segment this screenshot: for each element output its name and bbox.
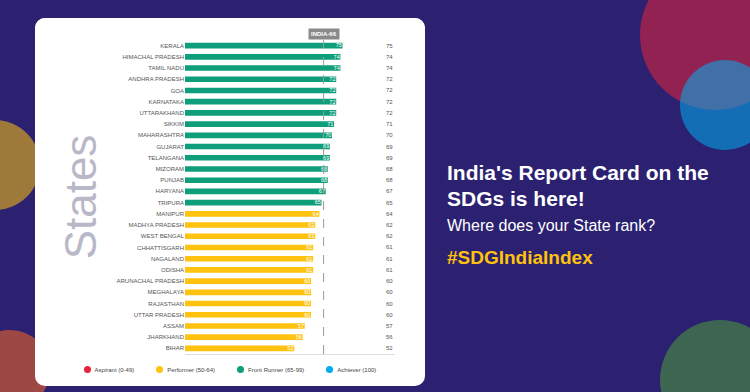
svg-text:60: 60 [386, 278, 393, 284]
svg-text:57: 57 [386, 323, 393, 329]
svg-text:INDIA-66: INDIA-66 [311, 31, 337, 37]
html-text:Where does your State rank?: Where does your State rank? [447, 216, 656, 234]
svg-text:52: 52 [386, 345, 393, 351]
svg-text:71: 71 [386, 121, 393, 127]
svg-text:69: 69 [323, 143, 329, 149]
svg-text:62: 62 [386, 222, 393, 228]
svg-text:65: 65 [315, 199, 321, 205]
svg-text:52: 52 [287, 345, 293, 351]
svg-text:60: 60 [386, 301, 393, 307]
svg-text:60: 60 [386, 312, 393, 318]
svg-text:56: 56 [296, 334, 302, 340]
html-text:Achiever (100): Achiever (100) [337, 366, 377, 373]
svg-text:67: 67 [386, 188, 393, 194]
svg-text:70: 70 [386, 132, 393, 138]
svg-text:RAJASTHAN: RAJASTHAN [148, 301, 184, 307]
svg-text:MEGHALAYA: MEGHALAYA [148, 289, 184, 295]
svg-text:61: 61 [386, 244, 393, 250]
html-text:Aspirant (0-49): Aspirant (0-49) [94, 366, 135, 373]
svg-text:69: 69 [386, 155, 393, 161]
html-text:Performer (50-64): Performer (50-64) [167, 366, 215, 373]
svg-text:BIHAR: BIHAR [166, 345, 185, 351]
svg-text:UTTARAKHAND: UTTARAKHAND [139, 110, 184, 116]
svg-text:72: 72 [329, 76, 335, 82]
svg-text:72: 72 [386, 76, 393, 82]
svg-text:GOA: GOA [171, 88, 184, 94]
svg-text:UTTAR PRADESH: UTTAR PRADESH [134, 312, 184, 318]
svg-text:MANIPUR: MANIPUR [156, 211, 184, 217]
svg-text:60: 60 [386, 289, 393, 295]
svg-text:68: 68 [386, 166, 393, 172]
svg-text:MIZORAM: MIZORAM [156, 166, 184, 172]
svg-text:62: 62 [386, 233, 393, 239]
svg-text:60: 60 [304, 289, 310, 295]
html-text:India's Report Card on the SDG: India's Report Card on the SDGs is here! [447, 161, 709, 211]
svg-text:72: 72 [386, 99, 393, 105]
html-text:#SDGIndiaIndex: #SDGIndiaIndex [447, 246, 593, 268]
svg-text:65: 65 [386, 200, 393, 206]
svg-text:69: 69 [323, 155, 329, 161]
svg-text:KERALA: KERALA [160, 43, 184, 49]
svg-text:HIMACHAL PRADESH: HIMACHAL PRADESH [123, 54, 184, 60]
svg-text:MADHYA PRADESH: MADHYA PRADESH [128, 222, 184, 228]
svg-text:75: 75 [386, 43, 393, 49]
svg-text:57: 57 [298, 323, 304, 329]
svg-text:67: 67 [319, 188, 325, 194]
svg-text:61: 61 [306, 256, 312, 262]
svg-text:KARNATAKA: KARNATAKA [149, 99, 184, 105]
svg-text:74: 74 [334, 65, 340, 71]
svg-text:TAMIL NADU: TAMIL NADU [148, 65, 184, 71]
svg-text:74: 74 [386, 54, 393, 60]
svg-text:56: 56 [386, 334, 393, 340]
svg-text:ODISHA: ODISHA [161, 267, 184, 273]
svg-text:62: 62 [308, 222, 314, 228]
svg-text:64: 64 [313, 211, 319, 217]
svg-text:PUNJAB: PUNJAB [160, 177, 184, 183]
svg-text:68: 68 [321, 177, 327, 183]
svg-text:60: 60 [304, 278, 310, 284]
svg-text:WEST BENGAL: WEST BENGAL [141, 233, 185, 239]
svg-text:72: 72 [329, 87, 335, 93]
svg-text:TRIPURA: TRIPURA [158, 200, 184, 206]
svg-text:61: 61 [386, 256, 393, 262]
svg-text:69: 69 [386, 144, 393, 150]
svg-text:72: 72 [329, 110, 335, 116]
svg-text:70: 70 [325, 132, 331, 138]
html-text:Front Runner (65-99): Front Runner (65-99) [248, 366, 305, 373]
svg-text:JHARKHAND: JHARKHAND [147, 334, 184, 340]
svg-text:72: 72 [386, 87, 393, 93]
svg-text:64: 64 [386, 211, 393, 217]
svg-text:GUJARAT: GUJARAT [156, 144, 184, 150]
svg-text:MAHARASHTRA: MAHARASHTRA [138, 132, 184, 138]
svg-text:ANDHRA PRADESH: ANDHRA PRADESH [128, 76, 184, 82]
svg-text:72: 72 [386, 110, 393, 116]
svg-text:60: 60 [304, 300, 310, 306]
svg-text:68: 68 [386, 177, 393, 183]
svg-text:60: 60 [304, 312, 310, 318]
svg-text:62: 62 [308, 233, 314, 239]
svg-text:ARUNACHAL PRADESH: ARUNACHAL PRADESH [117, 278, 184, 284]
svg-text:SIKKIM: SIKKIM [164, 121, 184, 127]
svg-text:States: States [56, 135, 105, 260]
svg-text:75: 75 [336, 42, 342, 48]
svg-text:CHHATTISGARH: CHHATTISGARH [137, 245, 184, 251]
svg-text:61: 61 [306, 267, 312, 273]
svg-text:61: 61 [306, 244, 312, 250]
svg-text:74: 74 [386, 65, 393, 71]
svg-text:ASSAM: ASSAM [163, 323, 184, 329]
svg-text:72: 72 [329, 99, 335, 105]
svg-text:61: 61 [386, 267, 393, 273]
svg-text:TELANGANA: TELANGANA [148, 155, 184, 161]
svg-text:71: 71 [327, 121, 333, 127]
svg-text:68: 68 [321, 166, 327, 172]
svg-text:HARYANA: HARYANA [156, 188, 184, 194]
svg-text:NAGALAND: NAGALAND [151, 256, 185, 262]
svg-text:74: 74 [334, 54, 340, 60]
